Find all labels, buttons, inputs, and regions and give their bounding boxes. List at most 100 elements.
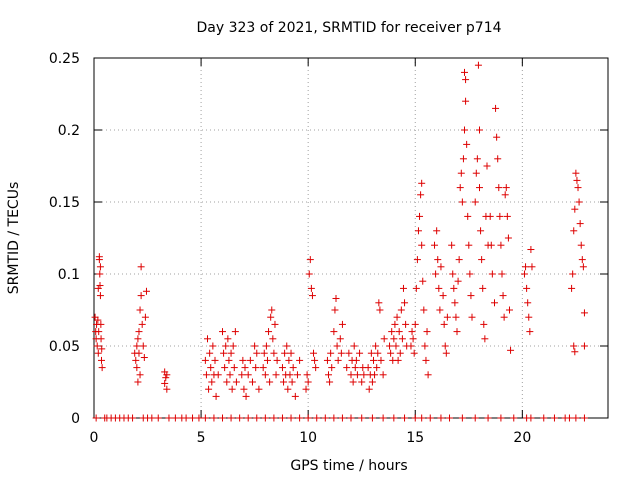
data-point [94,284,102,292]
data-point [248,378,256,386]
data-point [540,414,548,422]
data-point [266,378,274,386]
data-point [401,414,409,422]
data-point [358,414,366,422]
data-point [94,316,102,324]
data-point [262,342,270,350]
data-point [360,371,368,379]
data-point [494,155,502,163]
data-point [528,263,536,271]
data-point [440,320,448,328]
data-point [474,61,482,69]
data-point [349,378,357,386]
data-point [333,342,341,350]
data-point [453,328,461,336]
data-point [386,342,394,350]
data-point [255,385,263,393]
data-point [182,414,190,422]
data-point [527,246,535,254]
data-point [325,371,333,379]
data-point [206,349,214,357]
y-tick-label: 0 [71,411,80,427]
data-point [312,364,320,372]
data-point [303,371,311,379]
data-point [379,371,387,379]
data-point [287,414,295,422]
data-point [493,133,501,141]
data-point [499,292,507,300]
data-point [224,335,232,343]
data-point [136,306,144,314]
data-point [304,378,312,386]
data-point [368,414,376,422]
data-point [331,306,339,314]
data-point [522,263,530,271]
y-tick-label: 0.25 [49,51,80,67]
data-point [311,356,319,364]
data-point [394,356,402,364]
data-point [306,256,314,264]
data-point [205,385,213,393]
data-point [212,392,220,400]
data-point [452,313,460,321]
data-point [424,371,432,379]
data-point [433,227,441,235]
data-point [278,414,286,422]
data-point [242,392,250,400]
data-point [577,241,585,249]
data-point [414,227,422,235]
data-point [296,356,304,364]
data-point [505,306,513,314]
data-point [208,378,216,386]
data-point [204,335,212,343]
data-point [472,169,480,177]
data-point [572,414,580,422]
data-point [457,169,465,177]
data-point [136,371,144,379]
data-point [313,414,321,422]
y-axis-label: SRMTID / TECUs [6,182,22,295]
data-point [467,292,475,300]
data-point [510,414,518,422]
data-point [455,256,463,264]
data-point [334,356,342,364]
axis-ticks: 0 5 10 15 20 0 0.05 0.1 0.15 0.2 0.25 [49,51,608,446]
data-point [377,356,385,364]
data-point [336,335,344,343]
data-point [412,284,420,292]
data-point [371,371,379,379]
data-point [137,263,145,271]
x-tick-label: 5 [197,430,206,446]
data-point [471,414,479,422]
data-point [374,349,382,357]
data-point [350,342,358,350]
data-point [142,287,150,295]
data-point [338,320,346,328]
data-point [441,342,449,350]
data-point [365,385,373,393]
data-point [418,414,426,422]
data-point [345,349,353,357]
data-point [397,306,405,314]
data-point [497,241,505,249]
data-point [308,292,316,300]
data-point [323,356,331,364]
data-point [268,306,276,314]
data-point [321,414,329,422]
data-point [449,270,457,278]
data-point [375,299,383,307]
data-point [478,256,486,264]
data-point [483,162,491,170]
data-point [327,349,335,357]
data-point [465,241,473,249]
data-point [476,126,483,134]
data-point [232,378,240,386]
data-point [239,356,247,364]
data-point [229,342,237,350]
data-point [571,348,579,356]
data-point [423,328,431,336]
y-tick-label: 0.05 [49,339,80,355]
data-point [524,299,532,307]
data-point [236,414,244,422]
